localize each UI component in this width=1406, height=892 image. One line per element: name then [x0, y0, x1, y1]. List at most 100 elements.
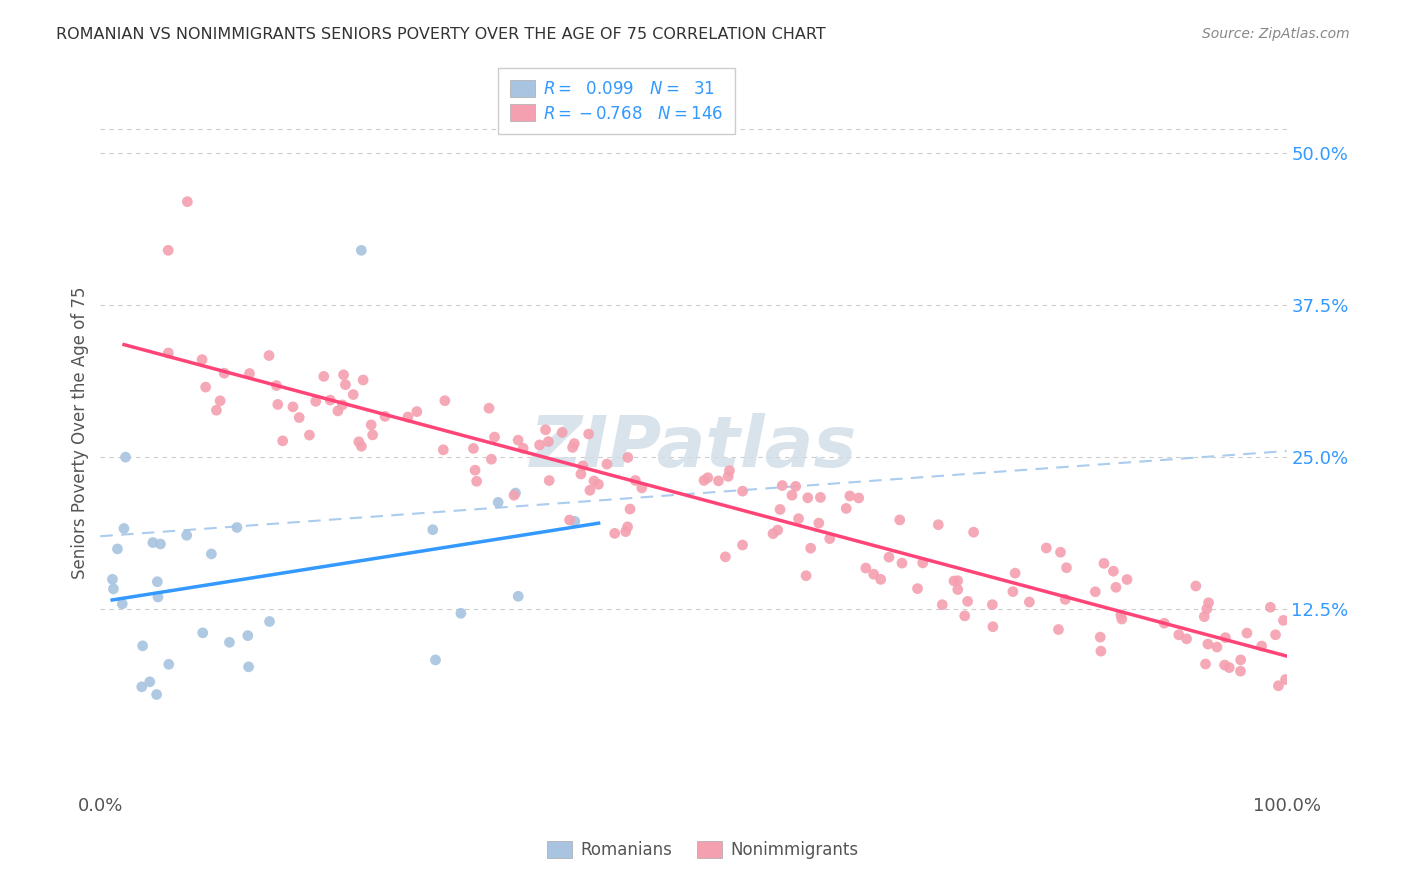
- Point: [714, 549, 737, 564]
- Point: [564, 515, 586, 529]
- Point: [1116, 573, 1139, 587]
- Point: [717, 469, 740, 483]
- Point: [267, 397, 290, 411]
- Point: [103, 582, 125, 596]
- Point: [810, 491, 832, 505]
- Point: [558, 513, 581, 527]
- Point: [1260, 600, 1282, 615]
- Point: [953, 608, 976, 623]
- Point: [962, 525, 984, 540]
- Point: [835, 501, 858, 516]
- Point: [1109, 607, 1132, 622]
- Point: [209, 393, 232, 408]
- Point: [1001, 584, 1024, 599]
- Point: [800, 541, 823, 556]
- Point: [1175, 632, 1198, 646]
- Point: [131, 680, 153, 694]
- Point: [529, 438, 551, 452]
- Point: [271, 434, 294, 448]
- Point: [288, 410, 311, 425]
- Point: [579, 483, 602, 498]
- Point: [464, 463, 486, 477]
- Point: [762, 526, 785, 541]
- Point: [332, 398, 354, 412]
- Point: [551, 425, 574, 440]
- Point: [342, 387, 364, 401]
- Point: [157, 657, 180, 672]
- Point: [770, 478, 793, 492]
- Point: [889, 513, 911, 527]
- Point: [1035, 541, 1057, 555]
- Point: [785, 479, 807, 493]
- Point: [114, 450, 136, 464]
- Point: [1049, 545, 1071, 559]
- Point: [484, 430, 506, 444]
- Point: [911, 556, 934, 570]
- Point: [769, 502, 792, 516]
- Point: [1272, 614, 1295, 628]
- Point: [981, 620, 1004, 634]
- Point: [1090, 630, 1112, 644]
- Point: [838, 489, 860, 503]
- Point: [1250, 639, 1272, 653]
- Point: [433, 393, 456, 408]
- Point: [946, 574, 969, 588]
- Point: [562, 436, 585, 450]
- Point: [450, 607, 472, 621]
- Point: [505, 486, 527, 500]
- Point: [956, 594, 979, 608]
- Point: [157, 346, 180, 360]
- Point: [312, 369, 335, 384]
- Point: [891, 556, 914, 570]
- Point: [478, 401, 501, 416]
- Point: [257, 349, 280, 363]
- Point: [1056, 560, 1078, 574]
- Point: [943, 574, 966, 588]
- Point: [877, 550, 900, 565]
- Point: [696, 471, 718, 485]
- Point: [596, 457, 619, 471]
- Point: [332, 368, 354, 382]
- Point: [1105, 580, 1128, 594]
- Point: [506, 433, 529, 447]
- Point: [569, 467, 592, 481]
- Point: [1090, 644, 1112, 658]
- Point: [259, 615, 281, 629]
- Point: [731, 484, 754, 499]
- Point: [794, 568, 817, 582]
- Point: [1153, 616, 1175, 631]
- Point: [862, 567, 884, 582]
- Point: [1084, 584, 1107, 599]
- Point: [614, 524, 637, 539]
- Point: [731, 538, 754, 552]
- Point: [537, 434, 560, 449]
- Point: [194, 380, 217, 394]
- Point: [200, 547, 222, 561]
- Point: [226, 520, 249, 534]
- Point: [405, 404, 427, 418]
- Point: [422, 523, 444, 537]
- Point: [266, 378, 288, 392]
- Text: Source: ZipAtlas.com: Source: ZipAtlas.com: [1202, 27, 1350, 41]
- Point: [146, 590, 169, 604]
- Point: [766, 523, 789, 537]
- Point: [693, 474, 716, 488]
- Point: [139, 674, 162, 689]
- Point: [503, 488, 526, 502]
- Point: [561, 441, 583, 455]
- Point: [236, 629, 259, 643]
- Point: [1264, 628, 1286, 642]
- Point: [205, 403, 228, 417]
- Point: [238, 660, 260, 674]
- Text: ROMANIAN VS NONIMMIGRANTS SENIORS POVERTY OVER THE AGE OF 75 CORRELATION CHART: ROMANIAN VS NONIMMIGRANTS SENIORS POVERT…: [56, 27, 825, 42]
- Point: [1197, 637, 1219, 651]
- Point: [931, 598, 953, 612]
- Point: [707, 474, 730, 488]
- Point: [146, 574, 169, 589]
- Point: [1054, 592, 1077, 607]
- Point: [1194, 657, 1216, 671]
- Point: [616, 520, 638, 534]
- Point: [1185, 579, 1208, 593]
- Point: [145, 688, 167, 702]
- Point: [534, 423, 557, 437]
